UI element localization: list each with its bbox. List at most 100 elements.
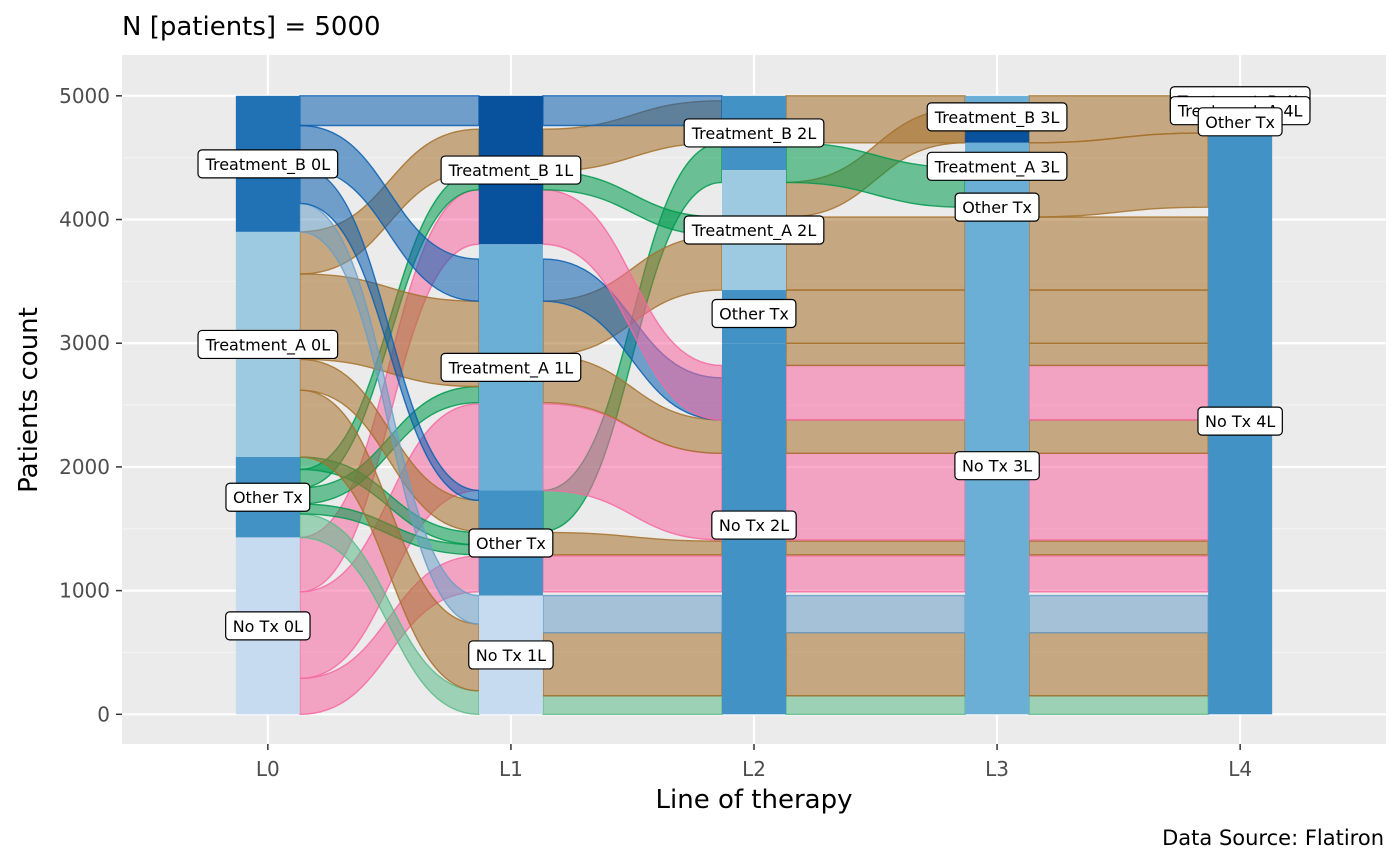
node-label: No Tx 1L bbox=[468, 640, 554, 670]
x-tick-label: L1 bbox=[499, 757, 523, 781]
plot-panel: Treatment_B 0L Treatment_A 0L Other Tx No T… bbox=[122, 55, 1386, 744]
node-label-text: Treatment_A 2L bbox=[691, 221, 817, 241]
flow-band bbox=[299, 166, 480, 502]
y-tick-label: 0 bbox=[97, 702, 110, 726]
node-label-text: Other Tx bbox=[1205, 113, 1275, 132]
y-tick-label: 1000 bbox=[59, 579, 110, 603]
node-label-text: No Tx 4L bbox=[1205, 412, 1275, 431]
node-label-box bbox=[926, 102, 1068, 132]
y-tick-label: 5000 bbox=[59, 84, 110, 108]
node-label-layer: Treatment_B 0L Treatment_A 0L Other Tx No T… bbox=[197, 86, 1311, 670]
node-label-text: Treatment_B 3L bbox=[934, 108, 1060, 128]
flow-band bbox=[1028, 631, 1209, 697]
x-tick-label: L0 bbox=[256, 757, 280, 781]
flow-band bbox=[1028, 342, 1209, 367]
y-axis: 0 1000 2000 3000 4000 5000 bbox=[59, 84, 122, 726]
node-label-box bbox=[440, 155, 582, 185]
node-label-box bbox=[1197, 406, 1283, 436]
flow-band bbox=[299, 95, 480, 127]
node-label-text: Treatment_A 3L bbox=[934, 157, 1060, 177]
flow-band bbox=[1028, 289, 1209, 344]
node-label: Treatment_A 2L bbox=[683, 215, 825, 245]
node-label-text: Treatment_A 0L bbox=[205, 335, 331, 355]
node-label: Other Tx bbox=[711, 298, 797, 329]
node-label: Treatment_A 1L bbox=[440, 352, 582, 382]
node-label-text: No Tx 2L bbox=[719, 516, 789, 535]
node-label-box bbox=[468, 528, 554, 558]
node-label-box bbox=[683, 215, 825, 245]
node-label-box bbox=[954, 451, 1040, 481]
node-label-text: Other Tx bbox=[233, 488, 303, 507]
flow-band bbox=[1028, 540, 1209, 556]
x-tick-label: L2 bbox=[742, 757, 766, 781]
flow-band bbox=[1028, 452, 1209, 541]
node-label-box bbox=[954, 192, 1040, 222]
y-tick-label: 4000 bbox=[59, 208, 110, 232]
node-label-box bbox=[197, 149, 339, 179]
flow-band bbox=[785, 555, 966, 593]
y-tick-label: 2000 bbox=[59, 455, 110, 479]
flow-band bbox=[542, 594, 723, 634]
node-label-text: Treatment_B 0L bbox=[205, 155, 331, 175]
flow-band bbox=[785, 540, 966, 556]
node-label-text: No Tx 1L bbox=[476, 646, 546, 665]
flow-band bbox=[785, 419, 966, 455]
node-label-text: Other Tx bbox=[719, 305, 789, 324]
flow-band bbox=[542, 695, 723, 716]
flow-band bbox=[785, 289, 966, 344]
node-label-text: Other Tx bbox=[476, 534, 546, 553]
flow-band bbox=[785, 342, 966, 367]
chart-title: N [patients] = 5000 bbox=[122, 12, 381, 42]
node-label-box bbox=[197, 329, 339, 360]
node-label: Other Tx bbox=[1197, 107, 1283, 137]
node-label: Treatment_B 1L bbox=[440, 155, 582, 185]
node-label: Treatment_B 0L bbox=[197, 149, 339, 179]
node-label-box bbox=[711, 510, 797, 540]
flow-band bbox=[785, 631, 966, 697]
node-label: Other Tx bbox=[954, 192, 1040, 222]
node-label: No Tx 4L bbox=[1197, 406, 1283, 436]
flow-band bbox=[1028, 555, 1209, 593]
flow-band bbox=[299, 389, 480, 692]
flow-band bbox=[1028, 216, 1209, 291]
node-label-text: Treatment_B 2L bbox=[691, 124, 817, 144]
x-axis: L0 L1 L2 L3 L4 bbox=[256, 744, 1252, 781]
flow-band bbox=[785, 594, 966, 634]
node-label: Treatment_A 0L bbox=[197, 329, 339, 360]
flow-band bbox=[542, 555, 723, 593]
node-label-box bbox=[926, 151, 1068, 181]
node-label: No Tx 3L bbox=[954, 451, 1040, 481]
node-label: Treatment_A 3L bbox=[926, 151, 1068, 181]
node-label: No Tx 0L bbox=[225, 611, 311, 641]
flow-layer bbox=[299, 95, 1209, 716]
node-label: Other Tx bbox=[225, 482, 311, 512]
flow-band bbox=[785, 452, 966, 541]
node-label: Treatment_B 2L bbox=[683, 118, 825, 148]
node-label-box bbox=[468, 640, 554, 670]
y-axis-title: Patients count bbox=[14, 307, 44, 493]
flow-band bbox=[299, 202, 480, 625]
node-label-text: Other Tx bbox=[962, 198, 1032, 217]
flow-band bbox=[785, 364, 966, 421]
node-label-text: No Tx 0L bbox=[233, 617, 303, 636]
node-label: Treatment_B 3L bbox=[926, 102, 1068, 132]
flow-band bbox=[1028, 364, 1209, 421]
node-label-text: Treatment_A 1L bbox=[448, 358, 574, 378]
x-tick-label: L4 bbox=[1228, 757, 1252, 781]
flow-band bbox=[299, 513, 480, 716]
x-tick-label: L3 bbox=[985, 757, 1009, 781]
node-label-box bbox=[683, 118, 825, 148]
node-label-box bbox=[225, 482, 311, 512]
x-axis-title: Line of therapy bbox=[656, 785, 853, 815]
node-label: No Tx 2L bbox=[711, 510, 797, 540]
node-label-text: Treatment_B 1L bbox=[448, 161, 574, 181]
node-label-text: No Tx 3L bbox=[962, 457, 1032, 476]
chart-caption: Data Source: Flatiron bbox=[1162, 826, 1384, 850]
flow-band bbox=[1028, 695, 1209, 716]
node-label-box bbox=[440, 352, 582, 382]
node-label: Other Tx bbox=[468, 528, 554, 558]
flow-band bbox=[299, 124, 480, 302]
node-label-box bbox=[1197, 107, 1283, 137]
y-tick-label: 3000 bbox=[59, 331, 110, 355]
